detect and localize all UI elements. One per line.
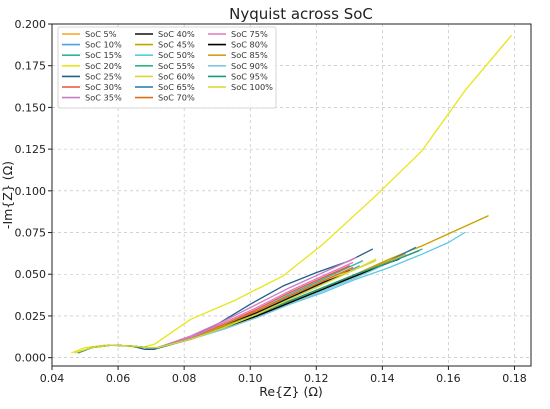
series-line-soc-80	[77, 258, 400, 354]
series-line-soc-95	[77, 250, 420, 354]
y-tick-label: 0.050	[15, 268, 47, 281]
y-tick-label: 0.175	[15, 60, 47, 73]
legend-label: SoC 15%	[85, 50, 122, 60]
legend: SoC 5%SoC 10%SoC 15%SoC 20%SoC 25%SoC 30…	[57, 26, 277, 109]
series-line-soc-35	[77, 256, 357, 354]
axis-ticks: 0.04 0.06 0.08 0.10 0.12 0.14 0.16 0.18 0.000 0.0…	[15, 18, 527, 385]
x-axis-label: Re{Z} (Ω)	[259, 384, 323, 399]
y-tick-label: 0.200	[15, 18, 47, 31]
y-axis-label: -Im{Z} (Ω)	[0, 161, 15, 229]
series-line-soc-75	[77, 261, 354, 354]
y-tick-label: 0.100	[15, 185, 47, 198]
series-line-soc-45	[77, 215, 489, 354]
legend-label: SoC 45%	[158, 40, 195, 50]
legend-label: SoC 90%	[231, 61, 268, 71]
series-group	[71, 35, 512, 354]
legend-label: SoC 100%	[231, 82, 273, 92]
series-line-soc-40	[77, 270, 350, 354]
series-line-soc-90	[77, 265, 383, 354]
series-line-soc-25	[77, 248, 374, 354]
legend-label: SoC 40%	[158, 29, 195, 39]
x-tick-label: 0.10	[238, 372, 263, 385]
legend-label: SoC 55%	[158, 61, 195, 71]
legend-label: SoC 30%	[85, 82, 122, 92]
x-tick-label: 0.08	[172, 372, 197, 385]
chart-title: Nyquist across SoC	[229, 5, 373, 23]
series-line-soc-70	[77, 266, 354, 354]
y-tick-label: 0.000	[15, 352, 47, 365]
x-tick-label: 0.16	[436, 372, 461, 385]
legend-label: SoC 65%	[158, 82, 195, 92]
x-tick-label: 0.12	[304, 372, 329, 385]
y-tick-label: 0.150	[15, 101, 47, 114]
x-tick-label: 0.18	[502, 372, 527, 385]
y-tick-label: 0.025	[15, 310, 47, 323]
legend-label: SoC 95%	[231, 71, 268, 81]
y-tick-label: 0.125	[15, 143, 47, 156]
legend-label: SoC 80%	[231, 40, 268, 50]
y-tick-label: 0.075	[15, 227, 47, 240]
legend-label: SoC 60%	[158, 71, 195, 81]
x-tick-label: 0.06	[106, 372, 131, 385]
legend-label: SoC 70%	[158, 93, 195, 103]
legend-label: SoC 5%	[85, 29, 117, 39]
series-line-soc-65	[77, 246, 417, 354]
series-line-soc-100	[74, 258, 377, 354]
legend-label: SoC 35%	[85, 93, 122, 103]
x-tick-label: 0.04	[40, 372, 65, 385]
legend-label: SoC 75%	[231, 29, 268, 39]
legend-label: SoC 85%	[231, 50, 268, 60]
x-tick-label: 0.14	[370, 372, 395, 385]
plot-frame	[51, 23, 532, 367]
legend-label: SoC 25%	[85, 71, 122, 81]
legend-label: SoC 10%	[85, 40, 122, 50]
legend-label: SoC 20%	[85, 61, 122, 71]
legend-label: SoC 50%	[158, 50, 195, 60]
